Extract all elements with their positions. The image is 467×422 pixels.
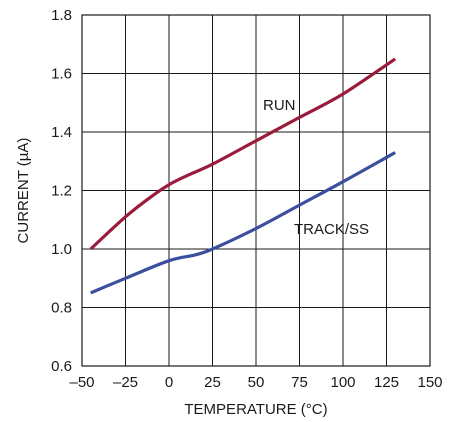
series-labels: RUN TRACK/SS: [263, 97, 369, 238]
x-tick-label: 100: [330, 374, 355, 391]
x-tick-label: 75: [291, 374, 308, 391]
x-axis-title: TEMPERATURE (°C): [184, 401, 327, 418]
x-tick-label: 125: [374, 374, 399, 391]
y-tick-label: 0.6: [51, 358, 72, 375]
series-line-track-ss: [90, 151, 396, 295]
x-tick-label: 50: [248, 374, 265, 391]
x-tick-label: 0: [165, 374, 173, 391]
y-tick-label: 1.6: [51, 66, 72, 83]
y-tick-label: 1.2: [51, 183, 72, 200]
y-axis-ticks: 0.6 0.8 1.0 1.2 1.4 1.6 1.8: [51, 7, 72, 375]
x-tick-label: –50: [69, 374, 94, 391]
series-label-track-ss: TRACK/SS: [294, 221, 369, 238]
y-tick-label: 1.0: [51, 241, 72, 258]
series-group: [89, 57, 397, 295]
y-tick-label: 1.4: [51, 124, 72, 141]
series-label-run: RUN: [263, 97, 296, 114]
series-line-run: [89, 57, 397, 251]
y-tick-label: 1.8: [51, 7, 72, 24]
plot-frame: [81, 14, 431, 367]
x-tick-label: 150: [417, 374, 442, 391]
y-axis-title: CURRENT (µA): [15, 138, 32, 244]
x-axis-ticks: –50 –25 0 25 50 75 100 125 150: [69, 374, 442, 391]
x-tick-label: –25: [113, 374, 138, 391]
x-tick-label: 25: [204, 374, 221, 391]
y-tick-label: 0.8: [51, 300, 72, 317]
grid: [82, 15, 430, 366]
